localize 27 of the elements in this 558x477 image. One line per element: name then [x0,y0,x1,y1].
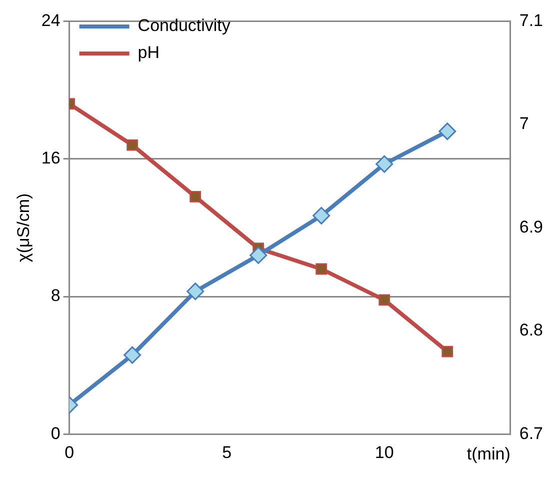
x-tick-label: 10 [374,443,394,462]
y2-tick-label: 7 [519,114,529,134]
x-tick-label: 5 [222,443,232,462]
y2-tick-label: 7.1 [519,10,544,30]
point [250,246,268,264]
point [442,346,454,358]
point [378,294,390,306]
y-tick-label: 8 [50,286,60,306]
point [316,263,328,275]
y-tick-label: 16 [41,148,60,168]
y-axis-title: χ(μS/cm) [14,193,33,262]
y2-tick-label: 6.9 [519,217,544,236]
y2-tick-label: 6.8 [519,320,544,340]
x-tick-label: 0 [64,443,74,462]
point [190,191,202,202]
y-tick-label: 0 [50,424,60,443]
y2-tick-label: 6.7 [519,424,544,443]
legend-label: Conductivity [138,16,231,36]
y-tick-label: 24 [41,10,60,30]
point [376,155,394,173]
point [124,346,142,364]
point [186,282,204,300]
point [312,206,330,224]
x-axis-title: t(min) [466,444,510,464]
legend-label: pH [138,43,160,62]
point [126,139,138,151]
point [438,122,456,140]
